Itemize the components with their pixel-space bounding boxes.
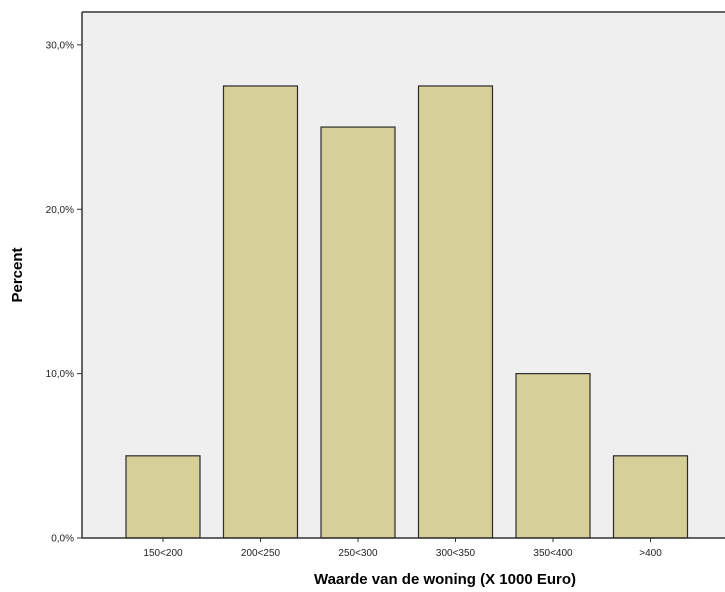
y-axis-title: Percent — [9, 247, 26, 302]
bar-2 — [320, 126, 396, 539]
x-tick-label: >400 — [639, 548, 662, 559]
bar-4 — [515, 373, 591, 539]
x-tick-label: 350<400 — [533, 548, 573, 559]
bar-3 — [417, 85, 494, 539]
bars-group — [125, 85, 689, 539]
y-tick-label: 0,0% — [51, 534, 74, 545]
x-tick-label: 200<250 — [241, 548, 281, 559]
y-tick-label: 10,0% — [46, 369, 74, 380]
bar-5 — [612, 455, 689, 539]
plot-area — [82, 12, 725, 538]
y-ticks-group: 0,0% 10,0% 20,0% 30,0% — [46, 40, 82, 545]
x-axis-title: Waarde van de woning (X 1000 Euro) — [314, 571, 576, 588]
x-ticks-group: 150<200 200<250 250<300 300<350 350<400 >400 — [143, 538, 662, 559]
x-tick-label: 250<300 — [338, 548, 378, 559]
bar-0 — [125, 455, 201, 539]
x-tick-label: 300<350 — [436, 548, 476, 559]
x-tick-label: 150<200 — [143, 548, 183, 559]
bar-1 — [222, 85, 299, 539]
y-tick-label: 30,0% — [46, 40, 74, 51]
y-tick-label: 20,0% — [46, 205, 74, 216]
